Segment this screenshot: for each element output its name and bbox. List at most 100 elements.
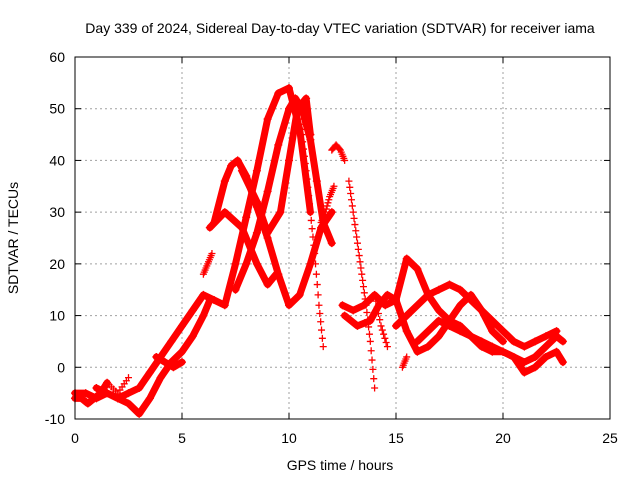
data-point [341, 156, 349, 164]
data-point [145, 394, 154, 403]
series-sat-k [445, 316, 567, 367]
data-point [382, 338, 390, 346]
data-point [309, 233, 317, 241]
series-sat-l [152, 352, 186, 372]
data-point [272, 270, 281, 279]
series-trace [206, 208, 280, 289]
data-point [316, 310, 324, 318]
data-point [205, 296, 214, 305]
data-point [227, 161, 236, 170]
data-point [531, 352, 540, 361]
series-trace [152, 353, 186, 371]
data-point [152, 352, 161, 361]
data-point [294, 105, 302, 113]
data-point [477, 342, 486, 351]
data-point [353, 239, 361, 247]
data-point [324, 199, 332, 207]
data-point [403, 353, 411, 361]
data-point [367, 347, 375, 355]
y-tick-label: 0 [57, 359, 65, 375]
data-point [81, 389, 90, 398]
data-point [302, 167, 310, 175]
data-point [298, 131, 306, 139]
x-tick-label: 10 [281, 430, 297, 446]
data-point [263, 115, 272, 124]
data-point [466, 332, 475, 341]
data-point [354, 245, 362, 253]
data-point [330, 182, 338, 190]
data-point [360, 289, 368, 297]
data-point [434, 316, 443, 325]
data-point [509, 352, 518, 361]
data-point [263, 228, 272, 237]
data-point [374, 310, 382, 318]
data-point [252, 166, 261, 175]
x-tick-label: 0 [71, 430, 79, 446]
plot-frame [74, 56, 611, 420]
series-trace [232, 94, 336, 294]
data-point [352, 227, 360, 235]
data-point [156, 373, 165, 382]
data-point [303, 175, 311, 183]
data-point [361, 295, 369, 303]
data-point [252, 228, 261, 237]
y-tick-label: -10 [45, 411, 65, 427]
data-point [325, 196, 333, 204]
series-sparse-5 [199, 250, 216, 278]
data-point [96, 389, 105, 398]
data-point [312, 177, 321, 186]
series-sat-j [413, 316, 567, 377]
data-point [285, 104, 293, 113]
data-point [552, 347, 561, 356]
data-point [318, 326, 326, 334]
data-point [233, 156, 242, 165]
data-point [300, 145, 308, 153]
data-point [434, 306, 443, 315]
data-point [456, 321, 465, 330]
y-tick-label: 20 [49, 256, 65, 272]
data-point [169, 363, 178, 372]
data-point [307, 216, 315, 224]
data-point [231, 259, 240, 268]
data-point [125, 374, 132, 382]
data-point [392, 321, 400, 330]
data-point [499, 327, 507, 336]
data-point [311, 250, 319, 258]
data-point [402, 311, 411, 320]
data-point [318, 334, 326, 342]
data-point [362, 301, 370, 309]
data-point [327, 208, 336, 217]
series-sparse-1 [294, 105, 327, 351]
data-point [305, 192, 313, 200]
data-point [372, 297, 380, 305]
series-sat-a [71, 84, 315, 403]
data-point [477, 306, 486, 315]
data-point [338, 301, 347, 310]
data-point [306, 200, 314, 208]
data-point [383, 290, 392, 299]
data-point [552, 332, 561, 341]
series-sparse-3 [328, 141, 349, 164]
data-point [520, 358, 529, 367]
data-point [340, 311, 349, 320]
data-point [531, 337, 540, 346]
data-point [347, 190, 355, 198]
data-point [263, 280, 272, 289]
y-tick-label: 40 [49, 152, 65, 168]
data-point [220, 208, 229, 217]
data-point [314, 291, 322, 299]
y-tick-label: 10 [49, 308, 65, 324]
y-tick-label: 60 [49, 49, 65, 65]
data-point [345, 177, 353, 185]
x-tick-label: 15 [388, 430, 404, 446]
data-point [424, 290, 433, 299]
data-point [381, 334, 389, 342]
data-point [263, 187, 272, 196]
data-point [413, 347, 422, 356]
data-point [488, 347, 497, 356]
data-point [413, 301, 422, 310]
data-point [124, 399, 133, 408]
series-sat-e [205, 208, 281, 289]
data-point [359, 283, 367, 291]
data-point [541, 352, 550, 361]
